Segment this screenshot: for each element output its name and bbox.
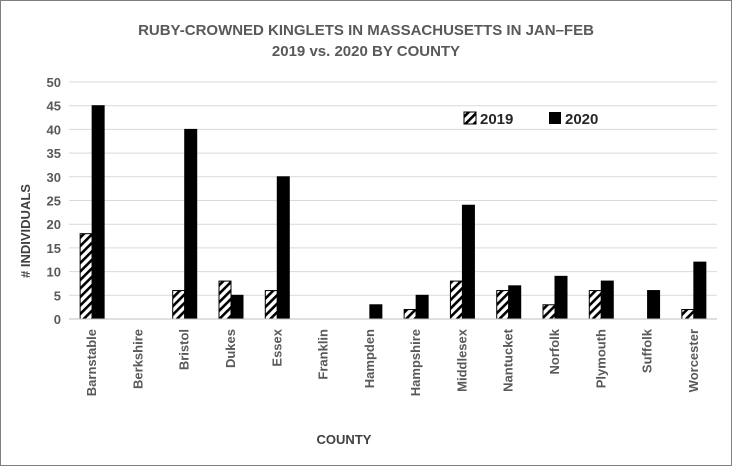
bar-2020-nantucket <box>508 285 522 320</box>
y-tick-label: 0 <box>54 312 61 327</box>
legend-label-2020: 2020 <box>565 111 598 128</box>
x-category-label: Franklin <box>316 329 331 380</box>
y-tick-label: 10 <box>47 265 61 280</box>
x-category-label: Norfolk <box>547 328 562 374</box>
bar-2019-barnstable <box>79 233 93 320</box>
bar-2019-nantucket <box>496 290 510 320</box>
bar-2020-suffolk <box>647 290 661 320</box>
bar-2020-dukes <box>230 294 244 320</box>
y-tick-label: 25 <box>47 194 61 209</box>
y-tick-label: 35 <box>47 146 61 161</box>
x-axis-title: COUNTY <box>317 432 372 447</box>
x-category-label: Essex <box>269 328 284 366</box>
x-category-label: Hampden <box>362 329 377 388</box>
x-category-label: Hampshire <box>408 329 423 396</box>
x-category-label: Plymouth <box>593 329 608 388</box>
y-tick-label: 30 <box>47 170 61 185</box>
y-tick-label: 20 <box>47 217 61 232</box>
x-category-label: Middlesex <box>454 328 469 392</box>
x-category-label: Dukes <box>223 329 238 368</box>
y-tick-label: 5 <box>54 288 61 303</box>
x-category-label: Bristol <box>177 329 192 370</box>
legend-swatch-2019 <box>463 111 477 125</box>
bar-2019-hampshire <box>403 309 417 320</box>
y-axis-title: # INDIVIDUALS <box>18 184 33 278</box>
y-tick-label: 40 <box>47 122 61 137</box>
bar-2019-dukes <box>218 280 232 320</box>
bar-2020-worcester <box>693 261 707 320</box>
bar-2020-barnstable <box>91 105 105 320</box>
x-category-label: Worcester <box>686 329 701 392</box>
y-tick-label: 15 <box>47 241 61 256</box>
bar-2019-worcester <box>681 309 695 320</box>
y-tick-label: 45 <box>47 99 61 114</box>
y-tick-labels: 0 5 10 15 20 25 30 35 40 45 50 <box>47 75 61 327</box>
x-category-label: Nantucket <box>501 328 516 392</box>
legend: 2019 2020 <box>463 111 598 128</box>
bar-2020-hampden <box>369 304 383 320</box>
x-category-labels: Barnstable Berkshire Bristol Dukes Essex Fran… <box>84 328 701 396</box>
x-category-label: Barnstable <box>84 329 99 396</box>
bar-2020-norfolk <box>554 275 568 320</box>
bar-2019-norfolk <box>542 304 556 320</box>
chart-title-line-2: 2019 vs. 2020 BY COUNTY <box>272 43 460 60</box>
y-tick-label: 50 <box>47 75 61 90</box>
bar-2020-bristol <box>184 128 198 320</box>
bar-2019-bristol <box>172 290 186 320</box>
bar-2020-plymouth <box>600 280 614 320</box>
bar-2020-essex <box>276 176 290 320</box>
gridlines <box>69 81 717 296</box>
legend-swatch-2020 <box>549 112 561 124</box>
chart-title-line-1: RUBY-CROWNED KINGLETS IN MASSACHUSETTS I… <box>138 22 594 39</box>
bar-2019-middlesex <box>449 280 463 320</box>
bar-2020-hampshire <box>415 294 429 320</box>
bars <box>79 105 707 320</box>
bar-2020-middlesex <box>461 204 475 320</box>
legend-label-2019: 2019 <box>480 111 513 128</box>
bar-2019-essex <box>264 290 278 320</box>
bar-2019-plymouth <box>588 290 602 320</box>
x-category-label: Suffolk <box>640 328 655 373</box>
x-category-label: Berkshire <box>130 329 145 389</box>
